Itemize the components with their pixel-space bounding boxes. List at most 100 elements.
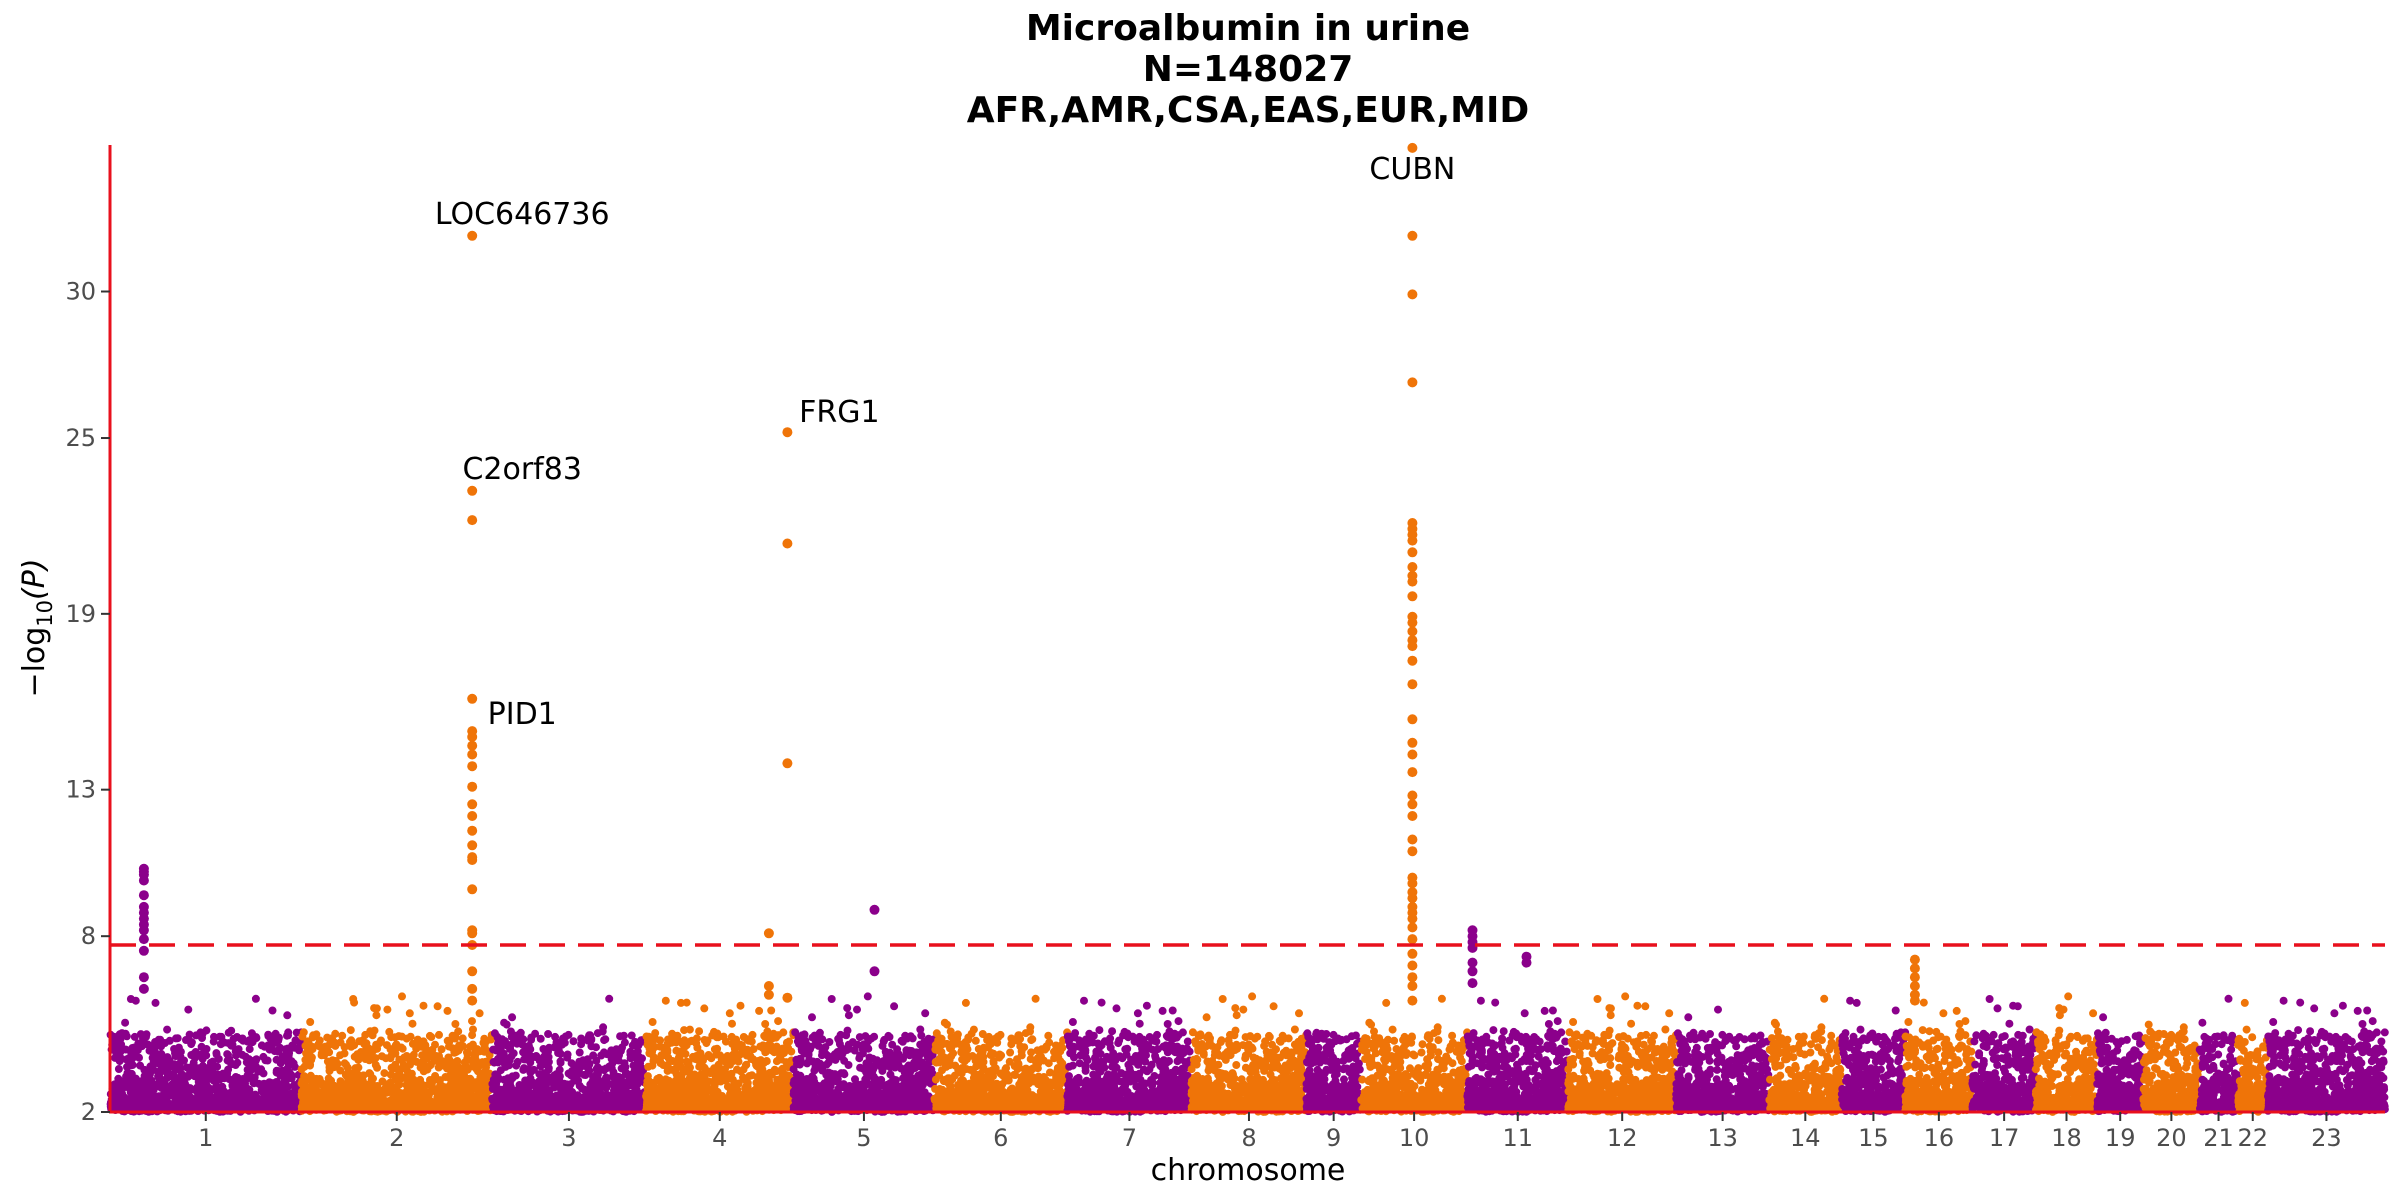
chrom-1-points bbox=[106, 994, 306, 1116]
peak-point bbox=[782, 538, 793, 549]
peak-point bbox=[1407, 981, 1418, 991]
peak-point bbox=[1909, 981, 1920, 991]
chrom-6-points bbox=[930, 994, 1072, 1116]
peak-point bbox=[467, 731, 478, 742]
peak-point bbox=[1407, 799, 1418, 810]
peak-point bbox=[1407, 749, 1418, 760]
x-tick-label: 3 bbox=[561, 1124, 576, 1152]
x-tick-label: 20 bbox=[2156, 1124, 2187, 1152]
peak-point bbox=[467, 928, 478, 939]
x-axis-ticks: 1 2 3 4 5 6 7 8 9 10 11 12 13 14 15 16 17 18 19 20 21 22 23 bbox=[198, 1112, 2342, 1152]
peak-point bbox=[1407, 289, 1418, 300]
peak-point bbox=[1407, 893, 1418, 904]
chrom-8-points bbox=[1187, 992, 1311, 1116]
peak-point bbox=[467, 740, 478, 751]
y-axis-ticks: 2 8 13 19 25 30 bbox=[65, 278, 110, 1126]
peak-point bbox=[1407, 846, 1418, 857]
peak-point bbox=[1407, 811, 1418, 821]
x-tick-label: 1 bbox=[198, 1124, 213, 1152]
x-tick-label: 17 bbox=[1989, 1124, 2020, 1152]
peak-point bbox=[467, 761, 478, 772]
peak-point bbox=[1407, 641, 1418, 652]
chrom-3-points bbox=[488, 994, 650, 1116]
peak-point bbox=[138, 925, 149, 936]
peak-point bbox=[138, 934, 149, 945]
y-tick-label: 30 bbox=[65, 278, 96, 306]
peak-point bbox=[467, 983, 478, 994]
chrom-5-points bbox=[789, 992, 939, 1116]
peak-point bbox=[1407, 562, 1418, 572]
peak-point bbox=[1407, 142, 1418, 153]
x-tick-label: 22 bbox=[2237, 1124, 2268, 1152]
peak-point bbox=[467, 230, 478, 241]
peak-point bbox=[1407, 576, 1418, 587]
y-axis-title-sub: 10 bbox=[33, 600, 57, 627]
x-tick-label: 12 bbox=[1607, 1124, 1638, 1152]
chart-title-line-3: AFR,AMR,CSA,EAS,EUR,MID bbox=[967, 90, 1530, 131]
peak-point bbox=[1407, 737, 1418, 748]
x-tick-label: 11 bbox=[1502, 1124, 1533, 1152]
chrom-4-points bbox=[642, 996, 798, 1116]
peak-point bbox=[1407, 834, 1418, 845]
chrom-18-points bbox=[2031, 992, 2101, 1116]
peak-point bbox=[1407, 790, 1418, 801]
peak-point bbox=[1407, 972, 1418, 983]
peak-point bbox=[467, 799, 478, 810]
peak-point bbox=[763, 981, 774, 991]
gene-label-c2orf83: C2orf83 bbox=[462, 452, 581, 487]
peak-point bbox=[782, 992, 793, 1003]
chrom-17-points bbox=[1968, 995, 2040, 1116]
x-tick-label: 10 bbox=[1399, 1124, 1430, 1152]
x-tick-label: 19 bbox=[2105, 1124, 2136, 1152]
x-tick-label: 13 bbox=[1707, 1124, 1738, 1152]
gene-label-pid1: PID1 bbox=[488, 697, 557, 732]
chrom-22-points bbox=[2234, 998, 2272, 1116]
peak-point bbox=[467, 855, 478, 865]
peak-point bbox=[138, 945, 149, 956]
peak-point bbox=[1407, 922, 1418, 933]
peak-point bbox=[869, 966, 880, 977]
peak-point bbox=[1407, 626, 1418, 637]
peak-point bbox=[782, 427, 793, 438]
peak-point bbox=[1909, 963, 1920, 974]
peak-point bbox=[1407, 591, 1418, 602]
x-tick-label: 9 bbox=[1326, 1124, 1341, 1152]
x-tick-label: 6 bbox=[993, 1124, 1008, 1152]
peak-point bbox=[467, 884, 478, 895]
chrom-9-points bbox=[1302, 1028, 1365, 1116]
peak-point bbox=[467, 966, 478, 977]
data-points bbox=[106, 142, 2389, 1116]
y-tick-label: 2 bbox=[81, 1098, 96, 1126]
peak-point bbox=[1407, 655, 1418, 666]
gene-label-loc646736: LOC646736 bbox=[435, 197, 610, 232]
peak-point bbox=[1407, 960, 1418, 971]
peak-point bbox=[467, 781, 478, 792]
peak-point bbox=[1909, 972, 1920, 983]
chrom-10-points bbox=[1357, 994, 1472, 1116]
x-tick-label: 2 bbox=[389, 1124, 404, 1152]
peak-point bbox=[1467, 957, 1478, 968]
x-tick-label: 21 bbox=[2203, 1124, 2234, 1152]
gene-label-cubn: CUBN bbox=[1369, 152, 1455, 187]
y-tick-label: 13 bbox=[65, 776, 96, 804]
peak-point bbox=[467, 825, 478, 836]
chrom-14-points bbox=[1765, 994, 1846, 1116]
y-tick-label: 25 bbox=[65, 424, 96, 452]
chrom-19-points bbox=[2093, 1013, 2148, 1116]
gene-labels: LOC646736 C2orf83 PID1 FRG1 CUBN bbox=[435, 152, 1456, 732]
peak-point bbox=[138, 890, 149, 901]
x-tick-label: 7 bbox=[1122, 1124, 1137, 1152]
x-axis-title: chromosome bbox=[1151, 1153, 1346, 1188]
peak-point bbox=[869, 904, 880, 915]
peak-point bbox=[1407, 714, 1418, 725]
x-tick-label: 23 bbox=[2311, 1124, 2342, 1152]
peak-point bbox=[467, 749, 478, 760]
peak-point bbox=[1407, 377, 1418, 388]
peak-point bbox=[1909, 995, 1920, 1006]
peak-point bbox=[1521, 957, 1532, 968]
x-tick-label: 14 bbox=[1790, 1124, 1821, 1152]
peak-point bbox=[763, 928, 774, 939]
chrom-23-points bbox=[2264, 996, 2389, 1116]
peak-point bbox=[1467, 978, 1478, 989]
peak-point bbox=[1407, 934, 1418, 945]
